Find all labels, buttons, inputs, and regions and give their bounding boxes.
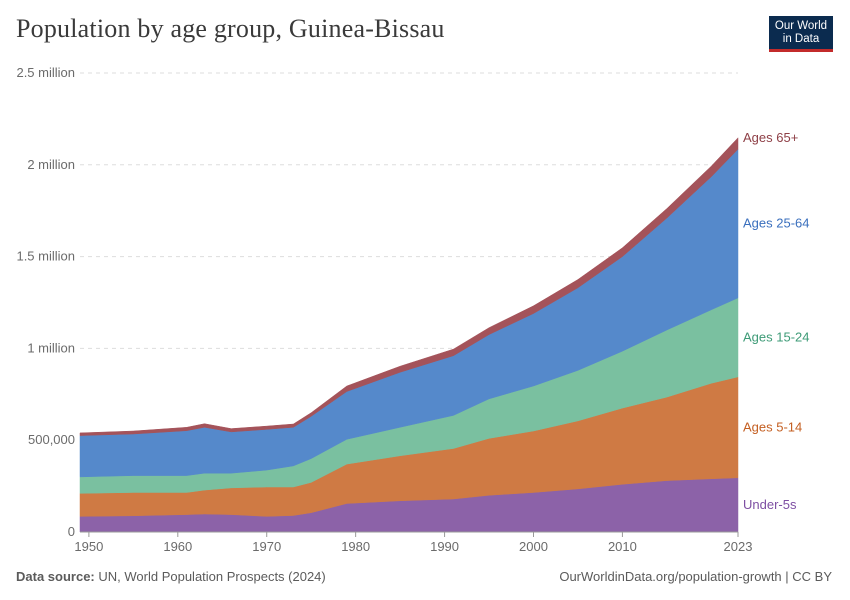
axes: 0 500,000 1 million 1.5 million 2 million 2.5…	[16, 65, 752, 554]
x-tick-label: 2010	[608, 539, 637, 554]
x-tick-label: 2000	[519, 539, 548, 554]
x-tick-label: 1960	[163, 539, 192, 554]
series-labels: Under-5s Ages 5-14 Ages 15-24 Ages 25-64 Age…	[743, 130, 810, 512]
chart-title: Population by age group, Guinea-Bissau	[16, 14, 445, 43]
data-source: Data source: UN, World Population Prospe…	[16, 569, 326, 584]
x-tick-label: 2023	[724, 539, 753, 554]
area-series	[79, 137, 739, 533]
y-tick-label: 1 million	[27, 340, 75, 355]
x-tick-label: 1950	[74, 539, 103, 554]
data-source-text: UN, World Population Prospects (2024)	[98, 569, 326, 584]
series-label-ages-25-64: Ages 25-64	[743, 216, 810, 231]
x-tick-label: 1970	[252, 539, 281, 554]
data-source-label: Data source:	[16, 569, 95, 584]
y-tick-label: 500,000	[28, 432, 75, 447]
y-tick-label: 2 million	[27, 157, 75, 172]
logo-line-2: in Data	[782, 33, 820, 45]
series-label-under-5s: Under-5s	[743, 497, 797, 512]
area-ages-65[interactable]	[79, 137, 739, 436]
y-tick-label: 2.5 million	[16, 65, 75, 80]
x-tick-label: 1990	[430, 539, 459, 554]
logo-line-1: Our World	[774, 20, 828, 32]
series-label-ages-65: Ages 65+	[743, 130, 798, 145]
series-label-ages-15-24: Ages 15-24	[743, 329, 810, 344]
x-tick-label: 1980	[341, 539, 370, 554]
source-url-link[interactable]: OurWorldinData.org/population-growth | C…	[559, 569, 832, 584]
y-tick-label: 0	[68, 524, 75, 539]
owid-logo[interactable]: Our World in Data	[769, 16, 833, 52]
series-label-ages-5-14: Ages 5-14	[743, 419, 802, 434]
y-tick-label: 1.5 million	[16, 249, 75, 264]
